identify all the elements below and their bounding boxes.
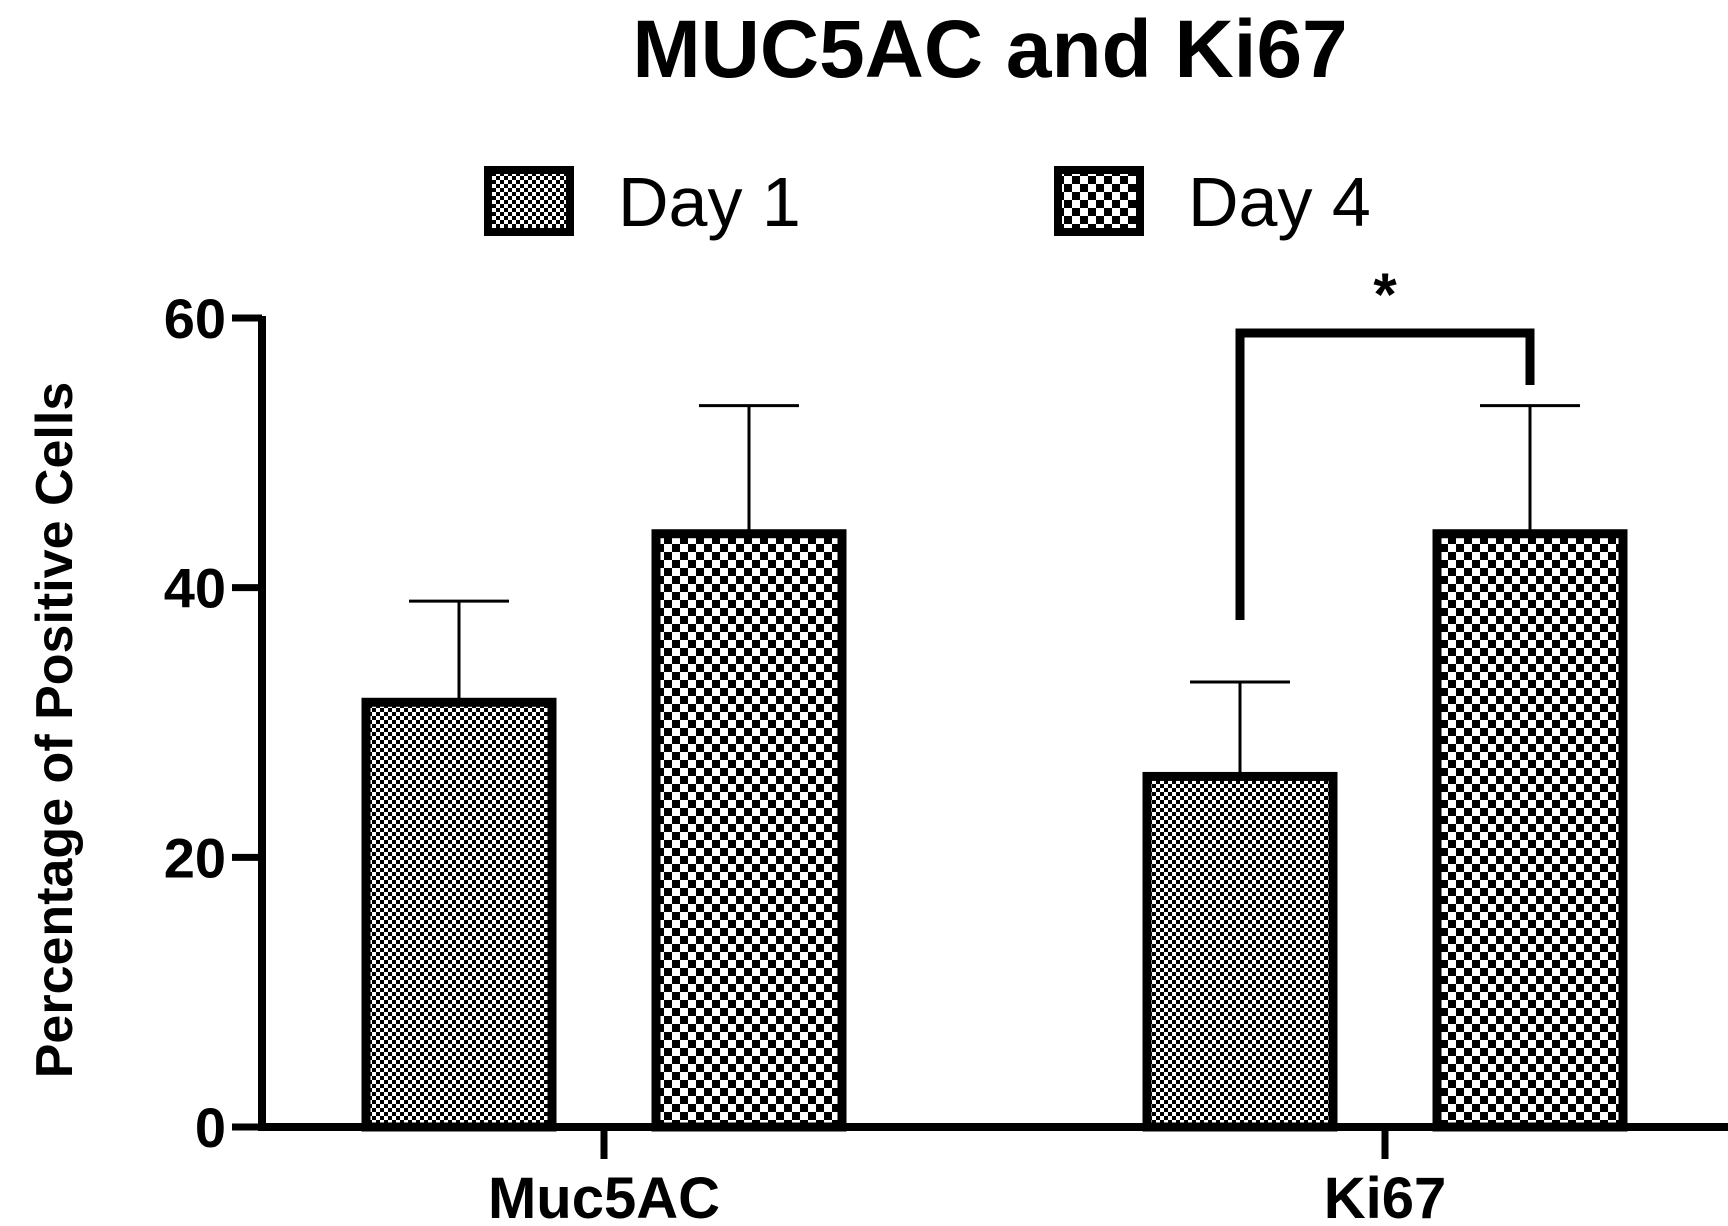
y-tick-label: 20 [164, 826, 226, 889]
legend: Day 1 Day 4 [484, 163, 1371, 241]
bar [1142, 771, 1338, 1132]
y-tick-label: 60 [164, 287, 226, 350]
chart-title: MUC5AC and Ki67 [632, 4, 1347, 95]
legend-swatch-day-4 [1054, 166, 1144, 236]
bar [651, 529, 847, 1132]
y-tick-label: 40 [164, 557, 226, 620]
x-tick-label: Muc5AC [488, 1166, 720, 1226]
x-tick-label: Ki67 [1324, 1166, 1447, 1226]
bar [361, 697, 557, 1132]
legend-label-day-4: Day 4 [1188, 163, 1371, 241]
y-tick-label: 0 [195, 1096, 226, 1159]
significance-bracket [1235, 328, 1535, 620]
bar [1432, 529, 1628, 1132]
legend-swatch-day-1 [484, 166, 574, 236]
legend-label-day-1: Day 1 [618, 163, 801, 241]
significance-label: * [1373, 261, 1397, 328]
plot-area: 0 20 40 60 Muc5AC Ki67 * [164, 261, 1728, 1226]
y-axis-label: Percentage of Positive Cells [26, 382, 84, 1079]
